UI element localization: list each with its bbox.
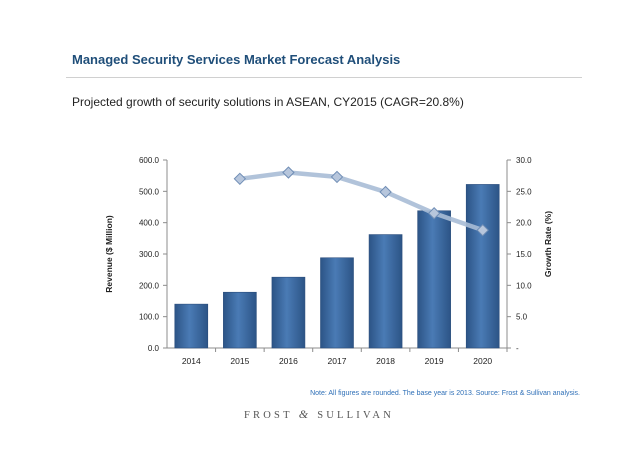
logo-word-frost: FROST [244, 410, 293, 421]
right-tick-label: - [516, 344, 519, 353]
left-tick-label: 0.0 [148, 344, 160, 353]
x-tick-label: 2014 [182, 356, 201, 366]
growth-rate-line [237, 170, 485, 233]
growth-marker-2016 [282, 166, 295, 179]
title-divider [66, 77, 582, 78]
logo-ampersand: & [298, 407, 312, 421]
right-tick-label: 20.0 [516, 219, 532, 228]
logo-word-sullivan: SULLIVAN [317, 410, 394, 421]
right-tick-label: 10.0 [516, 281, 532, 290]
growth-marker-2020 [476, 223, 489, 237]
x-tick-label: 2020 [473, 356, 492, 366]
x-tick-label: 2019 [425, 356, 444, 366]
revenue-bar-2015 [223, 291, 257, 349]
page-title: Managed Security Services Market Forecas… [72, 52, 401, 67]
left-tick-label: 400.0 [139, 219, 160, 228]
right-tick-label: 5.0 [516, 313, 528, 322]
growth-marker-2018 [379, 185, 392, 199]
left-tick-label: 100.0 [139, 313, 160, 322]
y-axis-label-right: Growth Rate (%) [543, 211, 553, 277]
left-tick-label: 500.0 [139, 187, 160, 196]
revenue-bar-2019 [417, 210, 451, 349]
frost-sullivan-logo: FROST & SULLIVAN [0, 407, 638, 422]
left-tick-label: 300.0 [139, 250, 160, 259]
chart-subtitle: Projected growth of security solutions i… [72, 95, 464, 109]
growth-marker-2017 [330, 170, 344, 184]
left-tick-label: 600.0 [139, 156, 160, 165]
revenue-bar-2018 [368, 234, 403, 349]
growth-marker-2015 [233, 172, 247, 186]
y-axis-label-left: Revenue ($ Million) [104, 215, 114, 293]
x-tick-label: 2017 [328, 356, 347, 366]
revenue-bar-2016 [271, 276, 306, 349]
growth-marker-2019 [427, 207, 441, 220]
right-tick-label: 25.0 [516, 187, 532, 196]
x-tick-label: 2016 [279, 356, 298, 366]
x-tick-label: 2018 [376, 356, 395, 366]
revenue-bar-2014 [174, 303, 209, 349]
x-tick-label: 2015 [230, 356, 249, 366]
left-tick-label: 200.0 [139, 281, 160, 290]
right-tick-label: 15.0 [516, 250, 532, 259]
source-note: Note: All figures are rounded. The base … [310, 390, 580, 397]
right-tick-label: 30.0 [516, 156, 532, 165]
revenue-bar-2020 [465, 184, 500, 349]
revenue-bar-2017 [320, 257, 354, 349]
